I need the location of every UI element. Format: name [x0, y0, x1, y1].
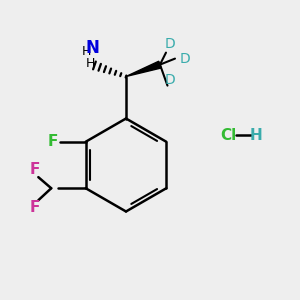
- Text: F: F: [29, 162, 40, 177]
- Text: H: H: [86, 57, 95, 70]
- Text: F: F: [29, 200, 40, 215]
- Text: F: F: [47, 134, 58, 149]
- Text: Cl: Cl: [220, 128, 236, 142]
- Text: D: D: [180, 52, 191, 66]
- Polygon shape: [126, 61, 161, 76]
- Text: H: H: [250, 128, 263, 142]
- Text: D: D: [165, 37, 176, 51]
- Text: D: D: [165, 73, 176, 87]
- Text: H: H: [82, 44, 92, 58]
- Text: N: N: [85, 39, 99, 57]
